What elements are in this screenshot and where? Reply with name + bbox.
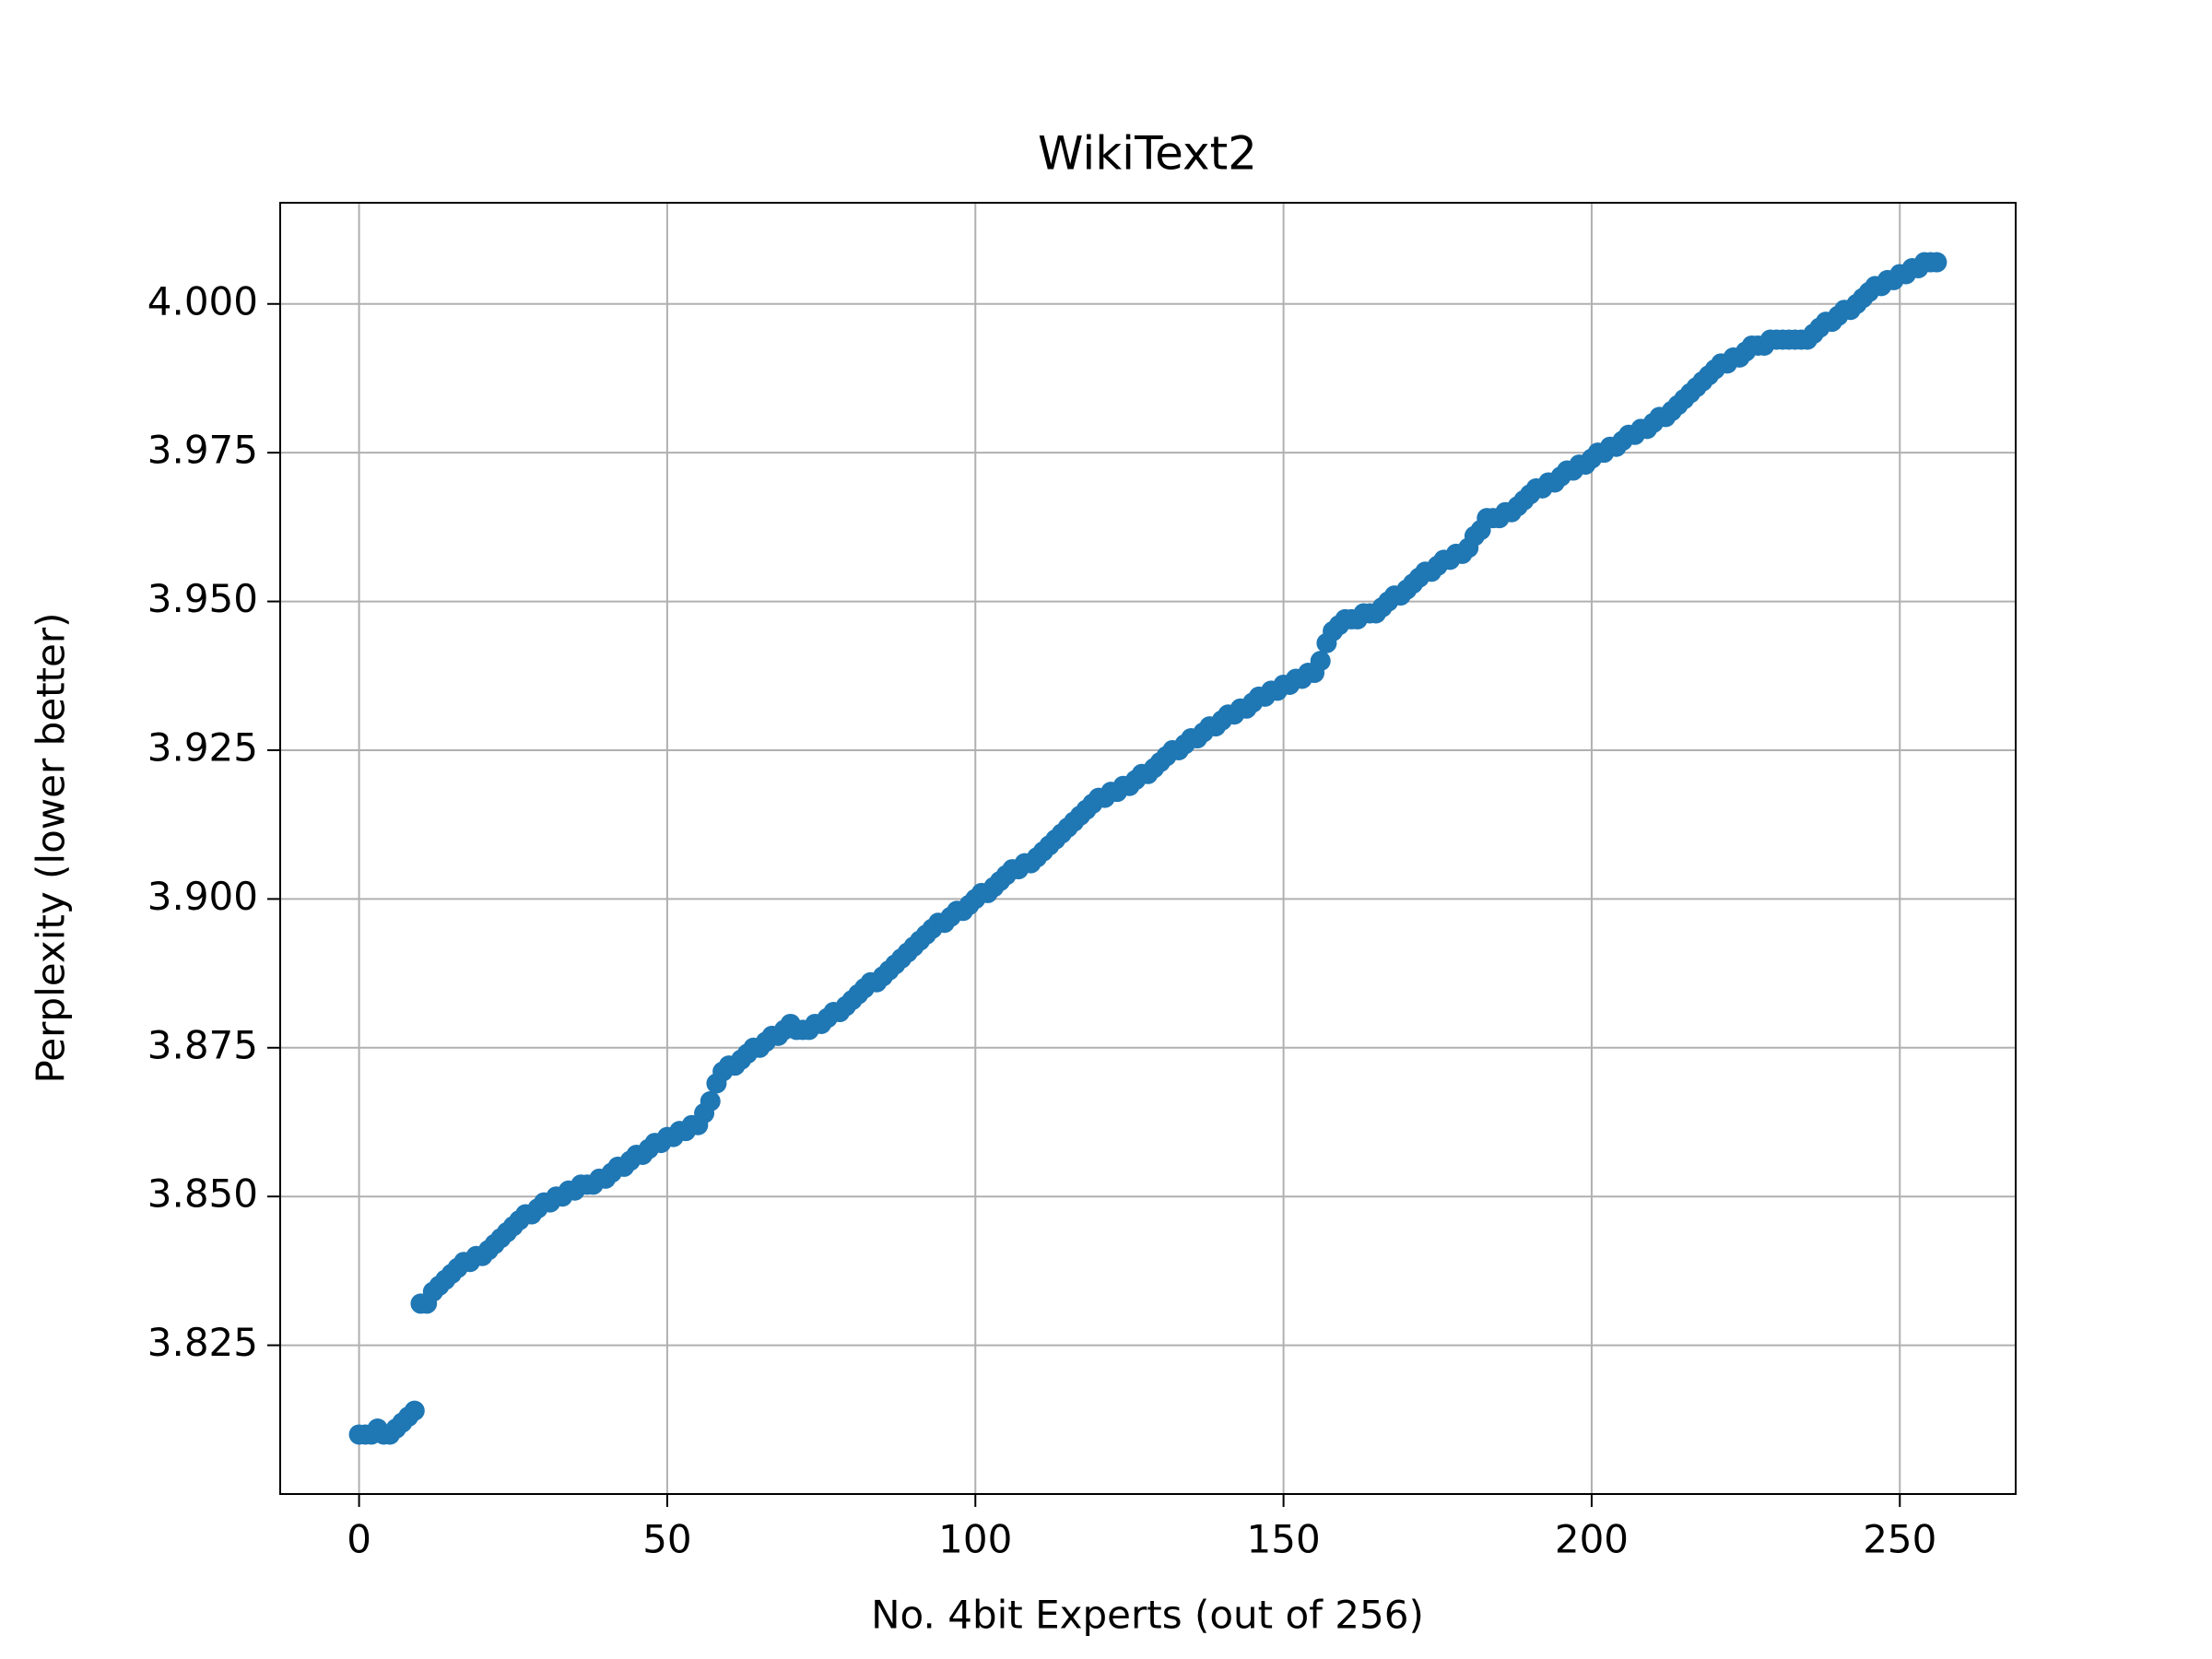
chart-title: WikiText2: [1038, 127, 1257, 181]
x-axis-label: No. 4bit Experts (out of 256): [871, 1593, 1424, 1638]
x-tick-label: 200: [1555, 1517, 1629, 1562]
y-tick-label: 3.900: [147, 874, 258, 919]
x-tick-label: 250: [1863, 1517, 1936, 1562]
x-tick-label: 50: [642, 1517, 691, 1562]
y-tick-label: 4.000: [147, 278, 258, 324]
y-axis-label: Perplexity (lower better): [29, 612, 74, 1083]
y-tick-label: 3.925: [147, 724, 258, 770]
plot-frame: [279, 202, 2017, 1495]
point: [700, 1090, 721, 1112]
y-tick-label: 3.825: [147, 1320, 258, 1365]
y-tick-label: 3.950: [147, 576, 258, 621]
x-tick-label: 0: [347, 1517, 371, 1562]
point: [1310, 651, 1331, 672]
y-tick-label: 3.975: [147, 428, 258, 473]
point: [404, 1400, 425, 1421]
y-tick-label: 3.850: [147, 1171, 258, 1217]
y-tick-label: 3.875: [147, 1022, 258, 1067]
x-tick-label: 100: [938, 1517, 1012, 1562]
x-tick-label: 150: [1247, 1517, 1321, 1562]
point: [1926, 252, 1947, 273]
